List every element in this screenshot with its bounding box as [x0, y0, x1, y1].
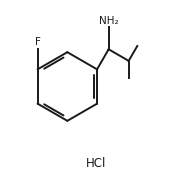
Text: NH₂: NH₂: [99, 16, 118, 26]
Text: F: F: [35, 37, 41, 47]
Text: HCl: HCl: [86, 157, 107, 170]
